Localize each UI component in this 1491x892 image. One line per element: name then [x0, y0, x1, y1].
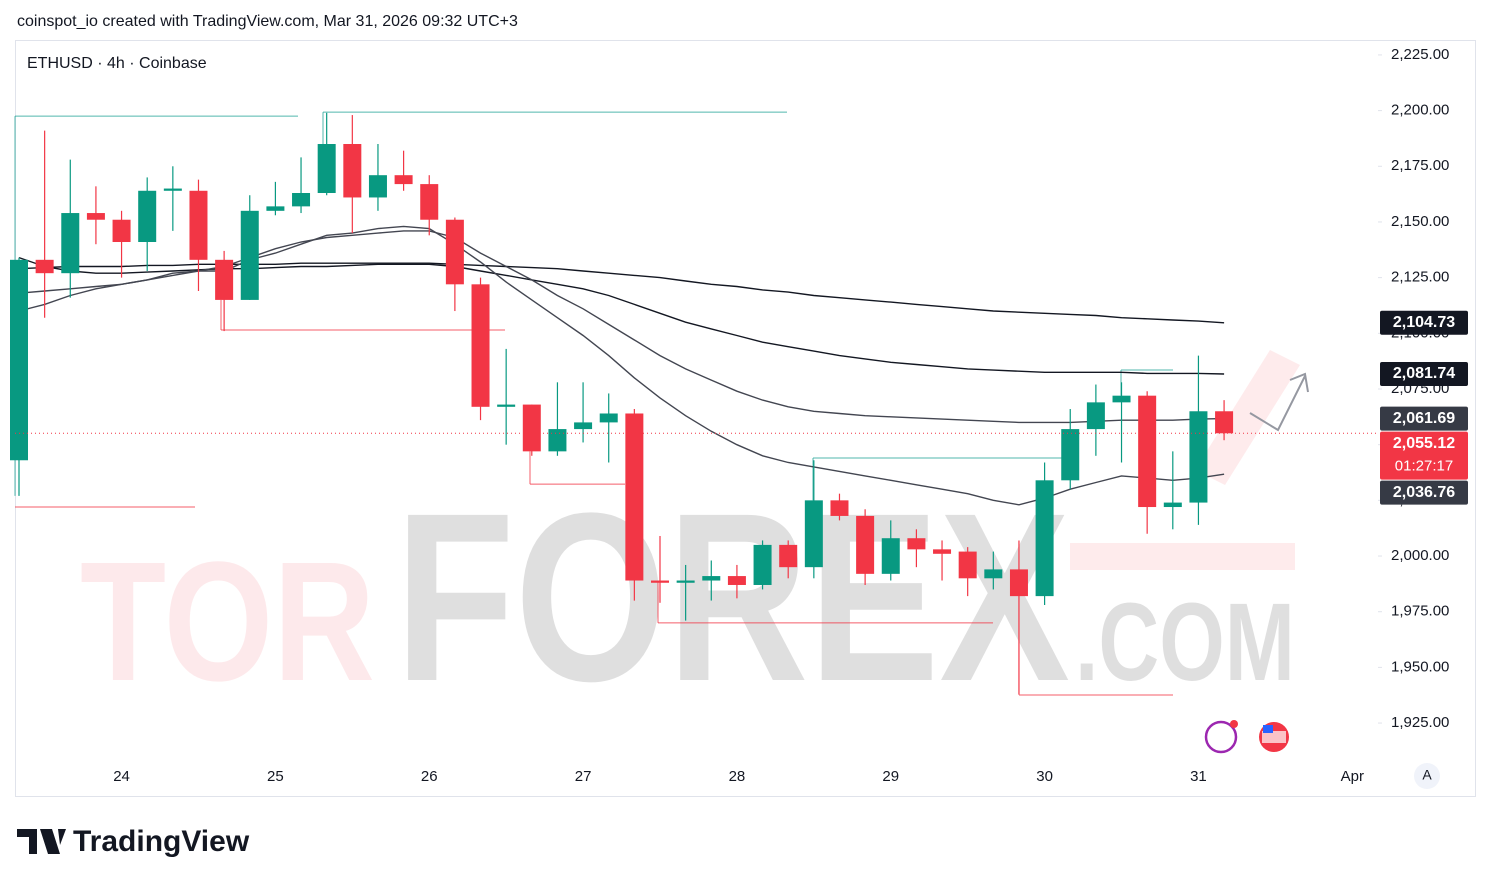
y-tick-label: 2,150.00: [1391, 213, 1449, 230]
candle-body: [368, 175, 387, 198]
watermark-text: TOR: [80, 527, 375, 717]
price-label: 2,036.76: [1393, 484, 1455, 501]
price-label: 2,055.12: [1393, 435, 1455, 452]
candle-body: [163, 188, 182, 191]
auto-scale-button[interactable]: [1414, 763, 1440, 789]
y-tick-label: 2,125.00: [1391, 269, 1449, 286]
candle-body: [881, 538, 900, 574]
candle-body: [599, 413, 618, 423]
x-tick-label: 24: [113, 768, 130, 785]
indicator-icons: [1204, 720, 1289, 754]
y-tick-label: 2,225.00: [1391, 46, 1449, 63]
candle-body: [420, 184, 439, 220]
price-label-box: [1380, 361, 1468, 386]
x-tick-label: 31: [1190, 768, 1207, 785]
x-tick-label: 29: [882, 768, 899, 785]
candle-body: [830, 500, 849, 516]
candle-body: [1009, 569, 1028, 597]
candle-body: [548, 429, 567, 452]
candle-body: [266, 206, 285, 211]
candle-body: [753, 544, 772, 585]
price-label: 2,061.69: [1393, 410, 1455, 427]
price-label-box: [1380, 406, 1468, 431]
candle-body: [856, 515, 875, 574]
price-label: 2,104.73: [1393, 314, 1455, 331]
icon-events[interactable]: [1204, 720, 1238, 754]
candle-body: [1112, 395, 1131, 403]
watermark-text: FOREX: [395, 463, 1070, 731]
credit: coinspot_io created with TradingView.com…: [17, 13, 518, 30]
y-tick-label: 1,925.00: [1391, 714, 1449, 731]
y-tick-label: 1,950.00: [1391, 658, 1449, 675]
candle-body: [445, 219, 464, 285]
y-tick-label: 1,975.00: [1391, 603, 1449, 620]
countdown: 01:27:17: [1395, 458, 1453, 475]
candle-body: [1061, 429, 1080, 481]
candle-body: [317, 144, 336, 194]
candle-body: [933, 549, 952, 554]
x-tick-label: Apr: [1341, 768, 1364, 785]
candle-body: [394, 175, 413, 185]
candle-body: [497, 404, 516, 407]
candle-body: [1035, 480, 1054, 597]
logo-text: TradingView: [73, 825, 250, 858]
candle-body: [1215, 411, 1234, 434]
candle-body: [189, 190, 208, 260]
x-tick-label: 25: [267, 768, 284, 785]
price-label: 2,081.74: [1393, 365, 1455, 382]
y-tick-label: 2,000.00: [1391, 547, 1449, 564]
candle-body: [1189, 411, 1208, 503]
candle-body: [625, 413, 644, 581]
price-label-box: [1380, 310, 1468, 335]
candle-body: [727, 576, 746, 585]
candle-body: [61, 213, 80, 274]
price-label-box: [1380, 431, 1468, 480]
candle-body: [343, 144, 362, 198]
tradingview-logo: TradingView: [17, 825, 250, 858]
y-tick-label: 2,200.00: [1391, 102, 1449, 119]
watermark: TOR FOREX .COM: [80, 350, 1300, 731]
candle-body: [907, 538, 926, 550]
candle-body: [86, 213, 105, 220]
candle-body: [574, 422, 593, 430]
watermark-arrow: [1195, 350, 1300, 485]
candle-body: [10, 259, 28, 461]
x-tick-label: 26: [421, 768, 438, 785]
candle-body: [1086, 402, 1105, 430]
candle-body: [1163, 502, 1182, 508]
icon-dot: [1230, 720, 1238, 728]
candle-body: [215, 259, 234, 300]
candle-body: [651, 580, 669, 583]
flag-canton: [1263, 725, 1273, 733]
x-tick-label: 27: [575, 768, 592, 785]
candle-body: [804, 500, 823, 568]
candle-body: [138, 190, 157, 243]
logo-icon: [17, 829, 66, 854]
y-tick-label: 2,175.00: [1391, 157, 1449, 174]
x-tick-label: 30: [1036, 768, 1053, 785]
candle-body: [471, 284, 490, 407]
candle-body: [522, 404, 541, 452]
watermark-text: .COM: [1075, 581, 1295, 704]
flag-stripe: [1262, 731, 1286, 743]
candle-body: [35, 259, 54, 274]
candle-body: [702, 576, 721, 581]
candle-body: [112, 219, 131, 243]
candle-body: [240, 210, 259, 300]
drawing-arrow: [1249, 372, 1309, 432]
candle-body: [292, 193, 311, 207]
candle-body: [984, 569, 1003, 579]
auto-scale-label[interactable]: A: [1422, 767, 1432, 783]
candle-body: [779, 544, 798, 568]
candle-body: [1138, 395, 1157, 508]
candle-body: [676, 580, 695, 583]
watermark-bar: [1070, 543, 1295, 570]
price-label-box: [1380, 480, 1468, 505]
x-tick-label: 28: [729, 768, 746, 785]
symbol-title: ETHUSD · 4h · Coinbase: [27, 55, 207, 72]
candle-body: [958, 551, 977, 579]
